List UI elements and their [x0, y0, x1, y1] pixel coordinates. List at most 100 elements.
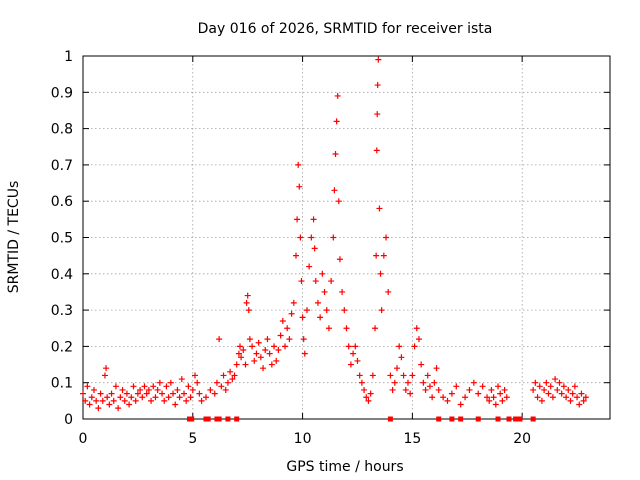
data-point — [330, 234, 337, 241]
data-point — [299, 314, 306, 321]
data-point — [300, 336, 307, 343]
data-point — [389, 386, 396, 393]
data-point — [93, 397, 100, 404]
axis-ticks: 00.10.20.30.40.50.60.70.80.910 5 10 15 20 — [51, 49, 610, 447]
data-point — [440, 394, 447, 401]
data-point — [132, 397, 139, 404]
data-point — [543, 379, 550, 386]
data-point — [363, 394, 370, 401]
data-point — [343, 325, 350, 332]
data-point — [134, 390, 141, 397]
data-point — [167, 379, 174, 386]
data-point — [249, 343, 256, 350]
data-point — [266, 350, 273, 357]
data-point — [95, 405, 102, 412]
data-point — [398, 354, 405, 361]
y-tick-label: 0 — [64, 412, 73, 428]
data-point — [238, 354, 245, 361]
data-point — [126, 401, 133, 408]
data-point — [532, 379, 539, 386]
data-point — [488, 386, 495, 393]
data-point — [350, 350, 357, 357]
data-point — [176, 394, 183, 401]
data-point — [163, 383, 170, 390]
data-point — [185, 383, 192, 390]
data-point — [119, 386, 126, 393]
data-point-square — [530, 416, 536, 422]
data-point-square — [517, 416, 523, 422]
y-tick-label: 0.9 — [51, 85, 73, 101]
data-point — [470, 379, 477, 386]
data-point — [308, 234, 315, 241]
data-point — [246, 336, 253, 343]
data-point — [260, 365, 267, 372]
data-point — [435, 386, 442, 393]
data-point — [268, 361, 275, 368]
data-point — [365, 397, 372, 404]
data-point-square — [189, 416, 195, 422]
data-point-square — [387, 416, 393, 422]
data-point — [170, 390, 177, 397]
data-point — [141, 383, 148, 390]
data-point — [321, 288, 328, 295]
data-point — [356, 372, 363, 379]
data-point — [420, 379, 427, 386]
data-point-square — [506, 416, 512, 422]
data-point — [431, 379, 438, 386]
data-point — [424, 372, 431, 379]
data-point — [376, 205, 383, 212]
data-point — [108, 390, 115, 397]
data-point — [137, 386, 144, 393]
data-point — [271, 343, 278, 350]
data-point — [156, 379, 163, 386]
data-point — [245, 307, 252, 314]
data-point — [466, 386, 473, 393]
data-point — [207, 386, 214, 393]
data-point — [80, 390, 86, 397]
data-point — [345, 343, 352, 350]
data-point — [240, 347, 247, 354]
data-point — [394, 365, 401, 372]
data-point — [549, 394, 556, 401]
data-point — [383, 234, 390, 241]
data-point — [279, 317, 286, 324]
y-tick-label: 0.3 — [51, 303, 73, 319]
data-point — [538, 397, 545, 404]
data-point — [369, 372, 376, 379]
data-point — [484, 394, 491, 401]
x-tick-label: 10 — [294, 431, 312, 447]
data-point — [311, 245, 318, 252]
data-point — [486, 397, 493, 404]
data-point — [297, 234, 304, 241]
x-tick-label: 20 — [513, 431, 531, 447]
data-point — [143, 390, 150, 397]
data-point — [288, 310, 295, 317]
data-point — [490, 394, 497, 401]
data-point — [295, 161, 302, 168]
data-point — [497, 390, 504, 397]
data-point — [361, 386, 368, 393]
data-point — [123, 390, 130, 397]
data-point — [367, 390, 374, 397]
data-point-square — [495, 416, 501, 422]
data-point — [161, 397, 168, 404]
data-point — [453, 383, 460, 390]
data-point — [560, 383, 567, 390]
data-point — [563, 394, 570, 401]
data-point — [339, 288, 346, 295]
data-point — [374, 82, 381, 89]
data-point — [317, 314, 324, 321]
data-point — [380, 252, 387, 259]
data-point — [196, 390, 203, 397]
data-point — [237, 343, 244, 350]
data-point — [172, 401, 179, 408]
data-point — [387, 372, 394, 379]
data-point — [99, 397, 106, 404]
data-point — [296, 183, 303, 190]
data-point-square — [234, 416, 240, 422]
data-point — [86, 401, 93, 408]
data-point — [121, 397, 128, 404]
data-point — [576, 401, 583, 408]
data-point — [224, 379, 231, 386]
